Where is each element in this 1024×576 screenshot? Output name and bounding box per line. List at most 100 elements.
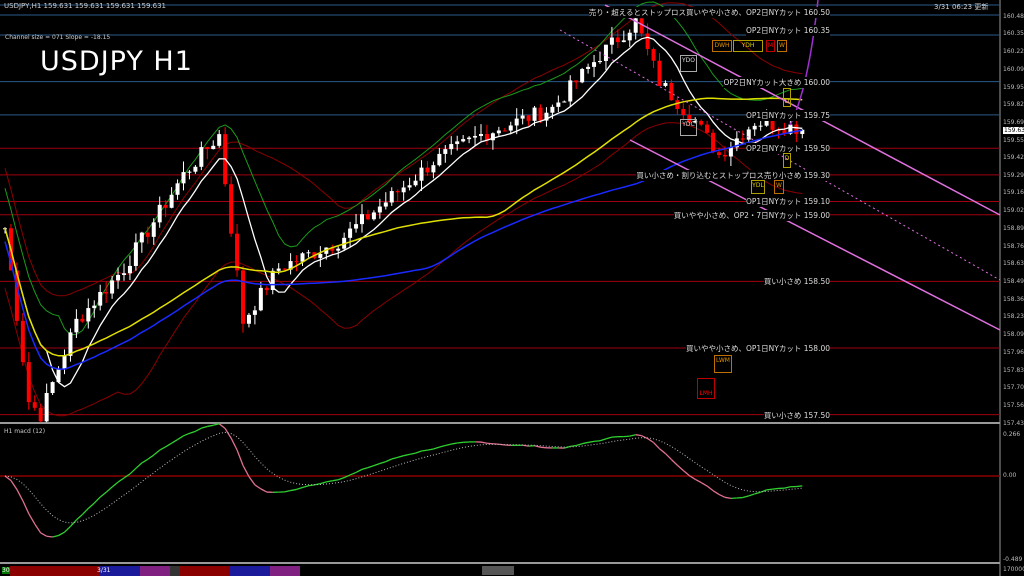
candle-body bbox=[92, 305, 97, 309]
macd-line-segment bbox=[760, 489, 767, 493]
macd-line-segment bbox=[391, 456, 398, 460]
macd-line-segment bbox=[700, 482, 708, 487]
marker-ydl: YDL bbox=[751, 180, 765, 194]
candle-body bbox=[633, 18, 638, 33]
candle-body bbox=[621, 40, 626, 43]
macd-line-segment bbox=[332, 479, 339, 482]
candle-body bbox=[705, 124, 710, 133]
macd-line-segment bbox=[670, 459, 678, 466]
macd-line-segment bbox=[242, 465, 250, 477]
channel-info: Channel size = 071 Slope = -18.15 bbox=[5, 34, 111, 41]
candle-body bbox=[526, 115, 531, 121]
candle-body bbox=[122, 273, 126, 275]
candle-body bbox=[556, 102, 561, 107]
macd-line-segment bbox=[373, 462, 381, 467]
candle-body bbox=[550, 106, 555, 113]
price-axis-tick: 160.355 bbox=[1003, 30, 1024, 38]
candle-body bbox=[669, 82, 674, 101]
macd-axis-zero: 0.00 bbox=[1003, 472, 1017, 479]
session-bar bbox=[100, 566, 140, 576]
macd-line-segment bbox=[534, 445, 541, 448]
candle-body bbox=[657, 60, 662, 86]
candle-body bbox=[609, 37, 614, 45]
candle-body bbox=[603, 44, 608, 61]
macd-line-segment bbox=[337, 477, 345, 481]
candle-body bbox=[270, 270, 275, 291]
candle-body bbox=[145, 232, 150, 237]
candle-body bbox=[235, 233, 240, 271]
macd-line-segment bbox=[582, 441, 589, 445]
macd-line-segment bbox=[16, 489, 24, 502]
macd-line-segment bbox=[52, 534, 59, 538]
scrollbar-thumb[interactable] bbox=[482, 566, 514, 575]
macd-line-segment bbox=[754, 491, 761, 495]
macd-line-segment bbox=[207, 424, 214, 428]
level-label: OP1日NYカット 159.10 bbox=[745, 196, 830, 208]
candle-body bbox=[514, 118, 519, 126]
candle-body bbox=[496, 130, 501, 134]
price-axis-tick: 160.090 bbox=[1003, 65, 1024, 73]
candle-body bbox=[282, 268, 287, 270]
candle-body bbox=[20, 320, 25, 363]
macd-line-segment bbox=[694, 478, 702, 484]
macd-line-segment bbox=[284, 489, 291, 493]
candle-body bbox=[127, 265, 132, 274]
candle-body bbox=[740, 138, 745, 140]
macd-line-segment bbox=[230, 437, 238, 451]
macd-line-segment bbox=[409, 452, 416, 456]
macd-line-segment bbox=[201, 425, 208, 429]
candle-body bbox=[437, 153, 442, 166]
candle-body bbox=[794, 124, 799, 135]
macd-line-segment bbox=[28, 513, 36, 525]
session-bar bbox=[230, 566, 270, 576]
macd-axis-min: -0.489 bbox=[1003, 556, 1023, 563]
candle-body bbox=[187, 171, 192, 173]
marker-m: M bbox=[766, 40, 775, 52]
candle-body bbox=[758, 125, 763, 127]
macd-line-segment bbox=[676, 464, 684, 472]
macd-line-segment bbox=[605, 436, 613, 440]
candle-body bbox=[455, 141, 460, 145]
candle-body bbox=[699, 120, 704, 125]
price-axis-tick: 157.830 bbox=[1003, 366, 1024, 374]
macd-line-segment bbox=[111, 481, 119, 488]
candle-body bbox=[365, 214, 370, 220]
current-price-label: 159.631 bbox=[1003, 126, 1024, 134]
candle-body bbox=[133, 242, 138, 266]
macd-line-segment bbox=[34, 523, 42, 534]
channel-middle bbox=[559, 29, 1001, 281]
macd-line-segment bbox=[433, 446, 440, 450]
macd-line-segment bbox=[629, 434, 636, 437]
macd-line-segment bbox=[593, 440, 601, 442]
marker-w: W bbox=[777, 40, 787, 52]
macd-line-segment bbox=[213, 423, 220, 426]
macd-line-segment bbox=[599, 438, 607, 442]
candle-body bbox=[782, 130, 787, 134]
macd-line-segment bbox=[796, 485, 803, 488]
candle-body bbox=[467, 137, 472, 140]
price-axis-tick: 157.430 bbox=[1003, 419, 1024, 427]
macd-line-segment bbox=[69, 519, 77, 527]
price-axis-tick: 157.700 bbox=[1003, 383, 1024, 391]
macd-line-segment bbox=[64, 525, 71, 533]
candle-body bbox=[26, 362, 31, 403]
marker-ydo: YDO bbox=[680, 55, 697, 72]
candle-body bbox=[175, 183, 180, 195]
macd-line-segment bbox=[58, 531, 65, 537]
candle-body bbox=[98, 291, 103, 306]
macd-line-segment bbox=[522, 444, 529, 447]
candle-body bbox=[419, 167, 424, 181]
candle-body bbox=[770, 118, 775, 130]
macd-line-segment bbox=[451, 442, 458, 445]
macd-line-segment bbox=[40, 532, 47, 537]
candle-body bbox=[354, 224, 359, 229]
price-axis-tick: 158.760 bbox=[1003, 242, 1024, 250]
candle-body bbox=[389, 191, 394, 203]
candle-body bbox=[288, 261, 293, 270]
candle-body bbox=[276, 268, 281, 271]
price-axis-tick: 157.965 bbox=[1003, 348, 1024, 356]
macd-line-segment bbox=[635, 434, 642, 437]
candle-body bbox=[38, 407, 43, 422]
candle-body bbox=[377, 206, 382, 213]
